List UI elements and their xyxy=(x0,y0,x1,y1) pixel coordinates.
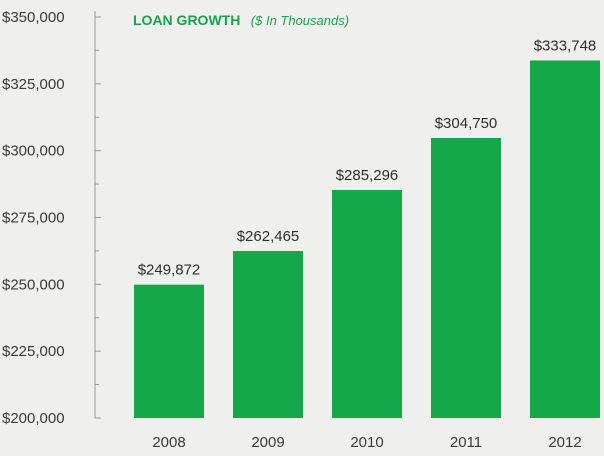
y-tick-label: $300,000 xyxy=(2,143,65,160)
data-labels: $249,872 $262,465 $285,296 $304,750 $333,748 xyxy=(138,37,597,278)
chart-title: LOAN GROWTH xyxy=(133,12,240,28)
data-label-2010: $285,296 xyxy=(336,167,399,184)
x-tick-label-2012: 2012 xyxy=(548,434,581,451)
bar-2009 xyxy=(233,251,303,418)
y-tick-label: $200,000 xyxy=(2,410,65,427)
data-label-2009: $262,465 xyxy=(237,228,300,245)
bars xyxy=(134,60,600,419)
y-tick-label: $350,000 xyxy=(2,9,65,26)
x-tick-label-2008: 2008 xyxy=(152,434,185,451)
data-label-2012: $333,748 xyxy=(534,37,597,54)
x-tick-label-2011: 2011 xyxy=(450,434,482,451)
x-tick-label-2009: 2009 xyxy=(251,434,284,451)
y-axis: $200,000 $225,000 $250,000 $275,000 $300,000… xyxy=(2,9,101,427)
bar-2008 xyxy=(134,284,204,418)
y-tick-label: $325,000 xyxy=(2,76,65,93)
chart-subtitle: ($ In Thousands) xyxy=(251,13,349,28)
y-tick-label: $275,000 xyxy=(2,210,65,227)
chart-title-group: LOAN GROWTH ($ In Thousands) xyxy=(133,12,349,29)
y-tick-label: $250,000 xyxy=(2,276,65,293)
bar-2010 xyxy=(332,189,402,418)
bar-2011 xyxy=(431,137,501,419)
bar-2012 xyxy=(530,60,600,418)
y-tick-label: $225,000 xyxy=(2,343,65,360)
data-label-2011: $304,750 xyxy=(435,115,498,132)
x-axis-labels: 2008 2009 2010 2011 2012 xyxy=(152,434,581,451)
data-label-2008: $249,872 xyxy=(138,262,201,279)
x-tick-label-2010: 2010 xyxy=(350,434,383,451)
